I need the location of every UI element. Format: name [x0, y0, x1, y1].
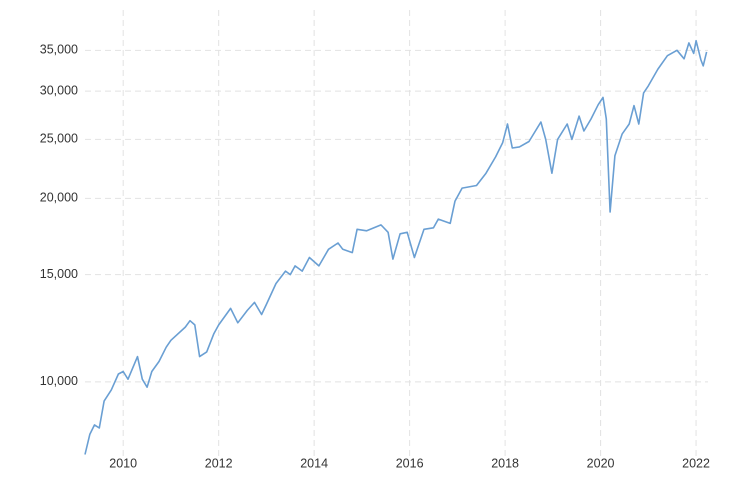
- y-tick-label: 25,000: [40, 132, 78, 146]
- line-series: [84, 39, 708, 455]
- x-tick-label: 2020: [587, 456, 615, 470]
- x-tick-label: 2022: [682, 456, 710, 470]
- y-tick-label: 35,000: [40, 43, 78, 57]
- x-tick-label: 2010: [109, 456, 137, 470]
- x-tick-label: 2014: [300, 456, 328, 470]
- x-tick-label: 2012: [205, 456, 233, 470]
- x-tick-label: 2016: [396, 456, 424, 470]
- y-tick-label: 30,000: [40, 83, 78, 97]
- y-tick-label: 15,000: [40, 267, 78, 281]
- x-tick-label: 2018: [491, 456, 519, 470]
- y-tick-label: 20,000: [40, 191, 78, 205]
- y-tick-label: 10,000: [40, 374, 78, 388]
